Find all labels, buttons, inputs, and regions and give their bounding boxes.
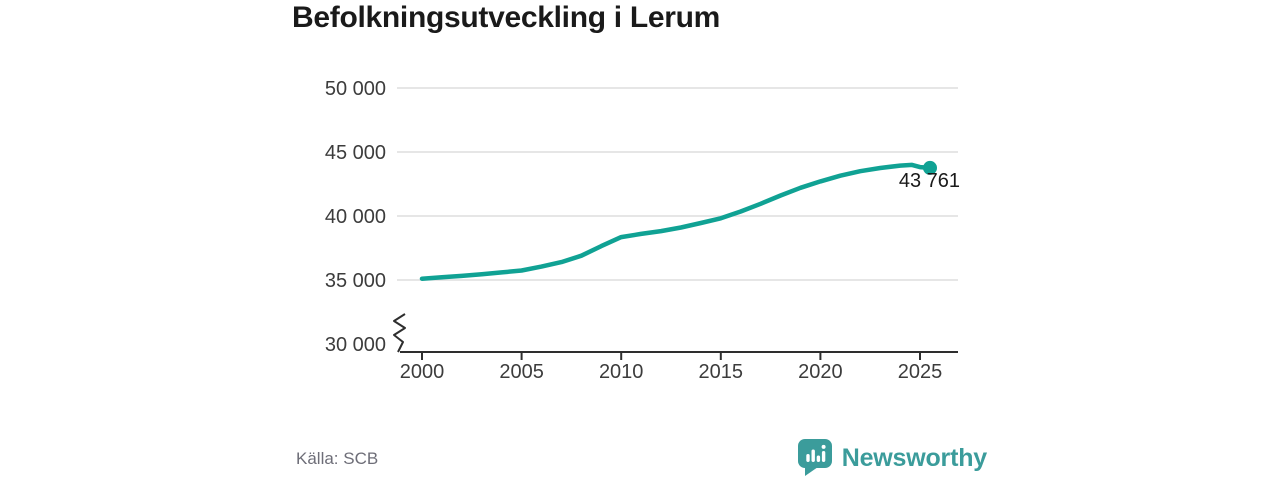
source-credit: Källa: SCB	[296, 449, 379, 468]
newsworthy-logo[interactable]: Newsworthy	[797, 439, 987, 478]
newsworthy-icon	[797, 439, 832, 476]
newsworthy-wordmark: Newsworthy	[841, 444, 987, 472]
y-axis-tick-label: 30 000	[325, 334, 386, 356]
x-axis-tick-label: 2015	[699, 361, 744, 383]
latest-value-label: 43 761	[898, 170, 960, 192]
y-axis-tick-label: 35 000	[325, 270, 386, 292]
latest-value-dot	[923, 160, 937, 175]
population-line	[419, 162, 933, 281]
y-axis-tick-label: 45 000	[325, 142, 386, 164]
x-axis-tick-label: 2020	[798, 361, 843, 383]
x-axis-tick-label: 2025	[898, 361, 943, 383]
page-title: Befolkningsutveckling i Lerum	[292, 1, 721, 34]
x-axis-tick-label: 2005	[499, 361, 544, 383]
x-axis-tick-label: 2000	[400, 361, 445, 383]
y-axis-tick-label: 50 000	[325, 78, 386, 100]
x-axis-tick-label: 2010	[599, 361, 644, 383]
axis-break-icon	[393, 313, 406, 353]
y-axis-tick-label: 40 000	[325, 206, 386, 228]
